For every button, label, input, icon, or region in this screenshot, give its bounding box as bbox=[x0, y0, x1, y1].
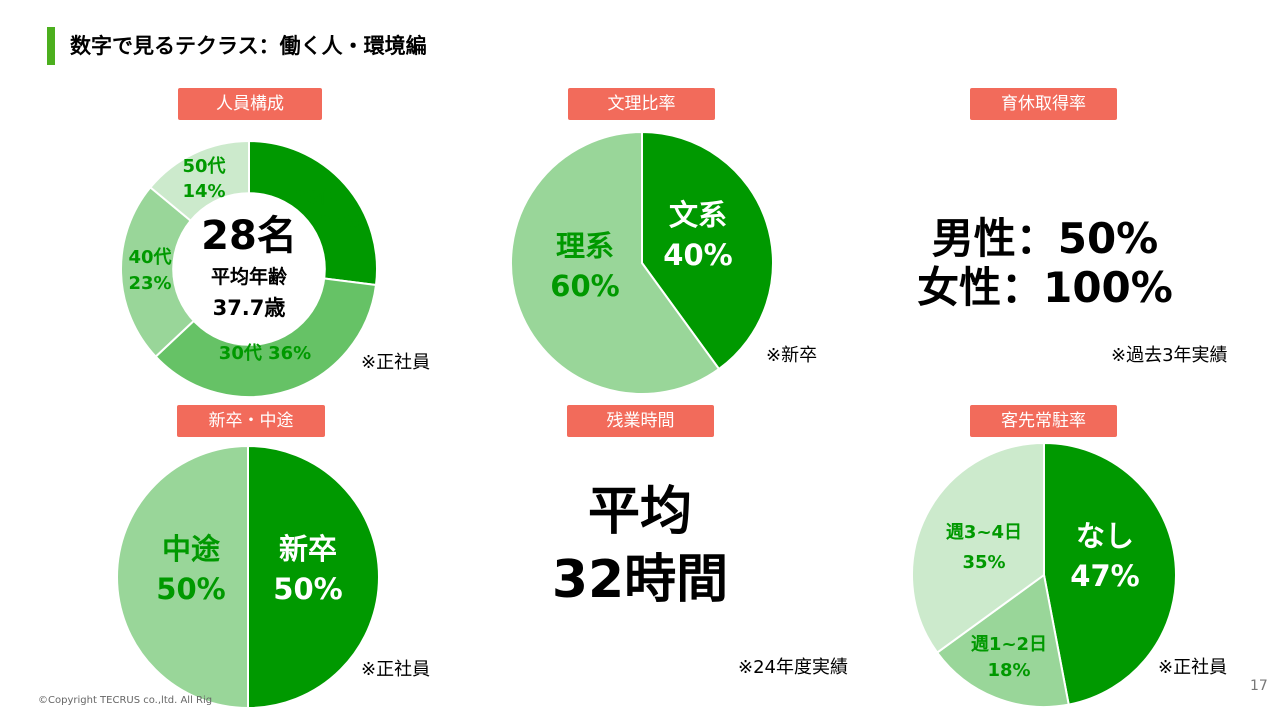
onsite-note: ※正社員 bbox=[1158, 657, 1228, 678]
overtime-average-label: 平均 bbox=[587, 482, 692, 542]
title-accent-bar bbox=[47, 27, 55, 65]
bunri-slice-1 bbox=[510, 130, 721, 395]
onsite-slice-2 bbox=[911, 441, 1045, 654]
slice-label-50s-age: 50代 bbox=[182, 156, 226, 177]
overtime-note: ※24年度実績 bbox=[738, 657, 848, 678]
slice-label-week12: 週1~2日 bbox=[970, 634, 1048, 655]
slice-label-20s-age: 20代 bbox=[293, 187, 337, 208]
bunri-pie-chart bbox=[510, 130, 774, 395]
slice-label-bunkei: 文系 bbox=[668, 198, 727, 232]
onsite-pie-chart bbox=[911, 441, 1177, 708]
slice-label-rikei-pct: 60% bbox=[550, 269, 620, 303]
slice-label-week34-pct: 35% bbox=[962, 552, 1006, 573]
label-onsite: 客先常駐率 bbox=[970, 405, 1117, 437]
ikukyu-note: ※過去3年実績 bbox=[1111, 345, 1228, 366]
overtime-value: 32時間 bbox=[551, 550, 729, 610]
slice-label-40s-age: 40代 bbox=[128, 247, 172, 268]
members-note: ※正社員 bbox=[361, 352, 431, 373]
slice-label-shinsotsu: 新卒 bbox=[278, 532, 337, 566]
members-donut-chart bbox=[120, 139, 378, 398]
slice-label-nashi-pct: 47% bbox=[1070, 559, 1140, 593]
label-ikukyu: 育休取得率 bbox=[970, 88, 1117, 120]
label-overtime: 残業時間 bbox=[567, 405, 714, 437]
hire-pie-chart bbox=[116, 444, 380, 710]
slice-label-30s: 30代 36% bbox=[218, 343, 312, 364]
ikukyu-male: 男性：50% bbox=[931, 214, 1159, 263]
bunri-note: ※新卒 bbox=[766, 345, 818, 366]
page-title: 数字で見るテクラス：働く人・環境編 bbox=[70, 34, 427, 58]
slice-label-shinsotsu-pct: 50% bbox=[273, 572, 343, 606]
members-avg-age-value: 37.7歳 bbox=[212, 296, 286, 320]
slice-label-bunkei-pct: 40% bbox=[663, 238, 733, 272]
slice-label-week34: 週3~4日 bbox=[945, 522, 1023, 543]
hire-slice-1 bbox=[116, 444, 249, 710]
slice-label-20s-pct: 27% bbox=[318, 212, 362, 233]
copyright-footer: ©Copyright TECRUS co.,ltd. All Rig bbox=[38, 695, 213, 706]
page-number: 17 bbox=[1250, 678, 1268, 694]
slice-label-rikei: 理系 bbox=[555, 229, 614, 263]
hire-slice-0 bbox=[247, 444, 380, 710]
slice-label-nashi: なし bbox=[1075, 519, 1134, 553]
bunri-slice-0 bbox=[641, 130, 774, 371]
slice-label-40s-pct: 23% bbox=[128, 273, 172, 294]
members-avg-age-label: 平均年齢 bbox=[210, 266, 287, 288]
label-hire: 新卒・中途 bbox=[177, 405, 325, 437]
slice-label-chuto-pct: 50% bbox=[156, 572, 226, 606]
label-bunri: 文理比率 bbox=[568, 88, 715, 120]
slice-label-chuto: 中途 bbox=[161, 532, 220, 566]
hire-note: ※正社員 bbox=[361, 659, 431, 680]
label-members: 人員構成 bbox=[178, 88, 322, 120]
ikukyu-female: 女性：100% bbox=[917, 263, 1173, 312]
onsite-slice-1 bbox=[935, 573, 1070, 708]
members-count: 28名 bbox=[201, 213, 297, 259]
members-donut-hole bbox=[172, 192, 326, 346]
onsite-slice-0 bbox=[1043, 441, 1177, 706]
slice-label-week12-pct: 18% bbox=[987, 660, 1031, 681]
slice-label-50s-pct: 14% bbox=[182, 181, 226, 202]
